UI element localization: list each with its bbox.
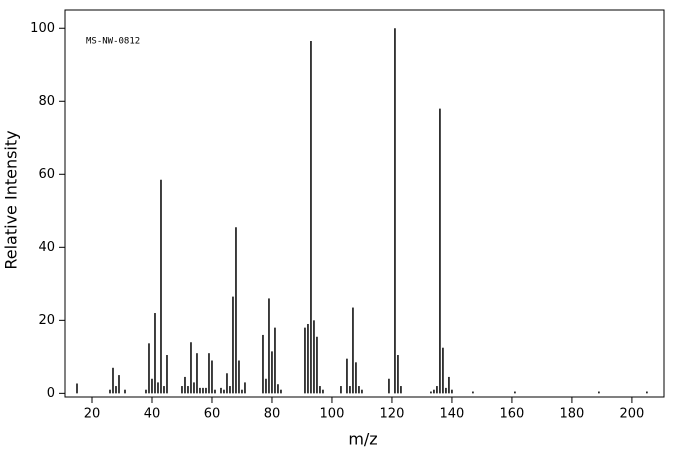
y-axis-label: Relative Intensity [2, 130, 21, 269]
x-tick-label: 60 [204, 407, 221, 422]
x-tick-label: 200 [619, 407, 644, 422]
y-tick-label: 60 [38, 167, 55, 182]
y-tick-label: 80 [38, 94, 55, 109]
y-tick-label: 20 [38, 313, 55, 328]
x-tick-label: 120 [380, 407, 405, 422]
y-tick-label: 100 [30, 21, 55, 36]
plot-frame [64, 9, 665, 398]
x-tick-label: 140 [440, 407, 465, 422]
x-tick-label: 20 [84, 407, 101, 422]
x-tick-label: 80 [264, 407, 281, 422]
x-tick-label: 100 [320, 407, 345, 422]
x-axis-label: m/z [348, 430, 377, 449]
annotation: MS-NW-0812 [86, 37, 140, 47]
x-tick-label: 180 [560, 407, 585, 422]
x-tick-label: 40 [144, 407, 161, 422]
y-tick-label: 40 [38, 240, 55, 255]
y-tick-label: 0 [47, 386, 55, 401]
x-tick-label: 160 [500, 407, 525, 422]
